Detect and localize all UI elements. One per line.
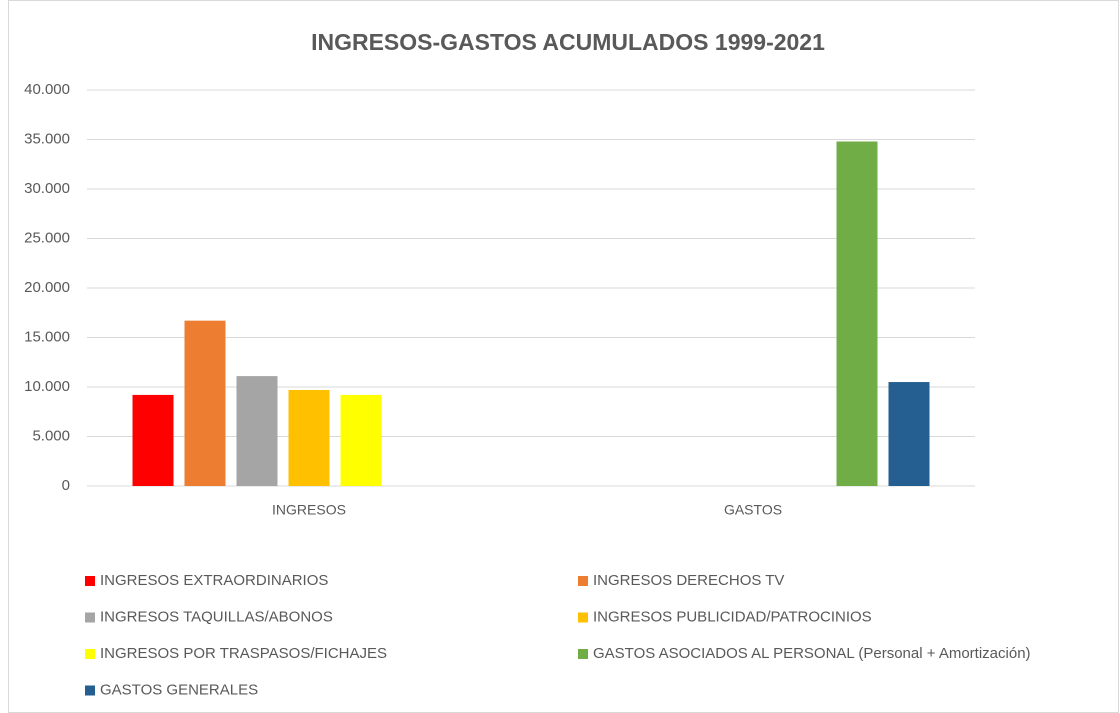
bar <box>836 141 878 487</box>
y-tick-label: 30.000 <box>24 180 70 197</box>
chart-border <box>8 0 1119 713</box>
y-tick-label: 0 <box>62 477 70 494</box>
legend-label: GASTOS ASOCIADOS AL PERSONAL (Personal +… <box>593 645 1031 662</box>
legend-swatch <box>85 612 95 623</box>
legend-swatch <box>85 649 95 659</box>
y-tick-label: 15.000 <box>24 328 70 345</box>
y-tick-label: 25.000 <box>24 229 70 246</box>
legend-label: INGRESOS PUBLICIDAD/PATROCINIOS <box>593 608 872 625</box>
y-tick-label: 35.000 <box>24 130 70 147</box>
x-tick-label: GASTOS <box>724 502 782 518</box>
bar <box>288 389 330 486</box>
bar <box>340 394 382 486</box>
legend-label: INGRESOS POR TRASPASOS/FICHAJES <box>100 645 387 662</box>
legend-swatch <box>578 612 588 623</box>
legend-swatch <box>578 576 588 586</box>
legend-label: INGRESOS EXTRAORDINARIOS <box>100 572 328 589</box>
bar <box>132 394 174 486</box>
y-tick-label: 5.000 <box>32 427 70 444</box>
y-tick-label: 40.000 <box>24 81 70 98</box>
bar <box>184 320 226 486</box>
bar <box>888 382 930 486</box>
y-tick-label: 10.000 <box>24 378 70 395</box>
legend-label: INGRESOS DERECHOS TV <box>593 572 784 589</box>
legend-swatch <box>85 685 95 696</box>
legend-label: GASTOS GENERALES <box>100 681 258 698</box>
legend-label: INGRESOS TAQUILLAS/ABONOS <box>100 608 333 625</box>
legend-swatch <box>578 649 588 659</box>
x-tick-label: INGRESOS <box>272 502 346 518</box>
legend-swatch <box>85 576 95 586</box>
chart-title: INGRESOS-GASTOS ACUMULADOS 1999-2021 <box>311 29 825 55</box>
bar <box>236 376 278 486</box>
y-tick-label: 20.000 <box>24 279 70 296</box>
